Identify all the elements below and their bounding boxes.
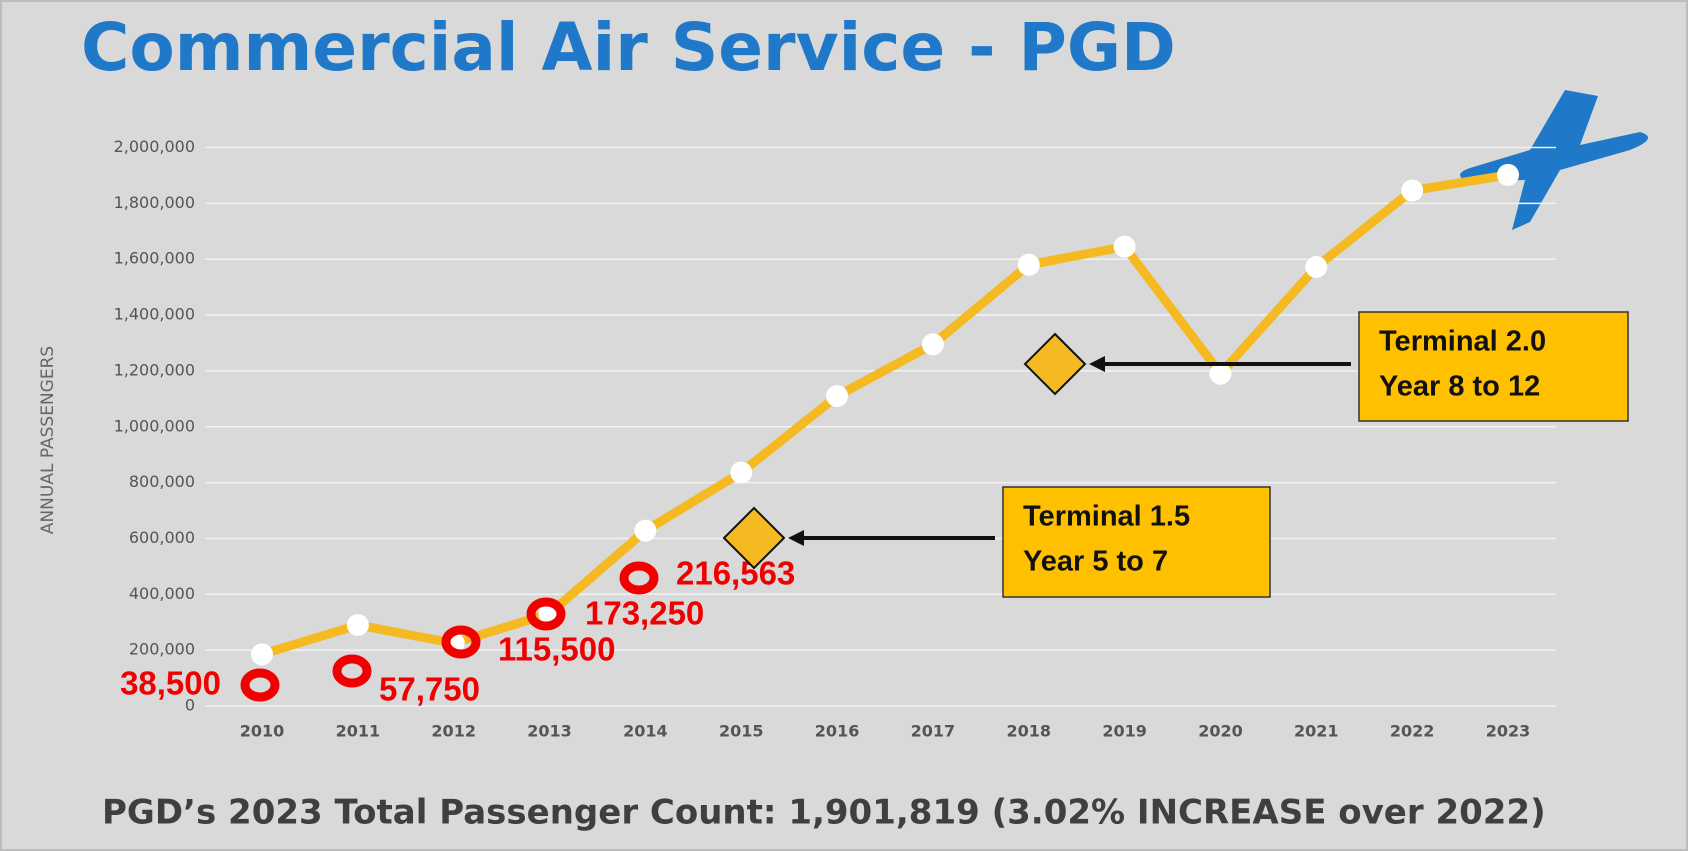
y-tick-label: 400,000 — [129, 584, 195, 603]
annotation-label: 57,750 — [379, 671, 480, 708]
annotation-marker — [332, 654, 372, 688]
arrowhead — [1089, 356, 1105, 372]
x-tick-label: 2017 — [911, 722, 956, 741]
y-tick-label: 800,000 — [129, 472, 195, 491]
plane-icon — [1460, 90, 1648, 230]
x-tick-label: 2022 — [1390, 722, 1435, 741]
annotation-marker — [619, 561, 659, 595]
terminal-label: Year 8 to 12 — [1379, 371, 1540, 403]
y-tick-label: 1,000,000 — [114, 416, 195, 435]
x-tick-label: 2019 — [1102, 722, 1147, 741]
y-axis-label: ANNUAL PASSENGERS — [38, 346, 58, 534]
terminal-box — [1358, 311, 1629, 422]
annotation-marker — [526, 597, 566, 631]
point — [1401, 179, 1424, 202]
arrowhead — [788, 530, 804, 546]
annotation-label: 216,563 — [676, 555, 795, 592]
y-tick-label: 1,200,000 — [114, 360, 195, 379]
terminal-label: Year 5 to 7 — [1023, 546, 1168, 578]
point — [634, 519, 657, 542]
y-tick-label: 2,000,000 — [114, 137, 195, 156]
point — [1017, 253, 1040, 276]
point — [730, 461, 753, 484]
y-tick-label: 200,000 — [129, 640, 195, 659]
y-tick-label: 600,000 — [129, 528, 195, 547]
annotation-label: 115,500 — [498, 631, 615, 668]
x-tick-label: 2023 — [1486, 722, 1531, 741]
y-tick-label: 1,600,000 — [114, 249, 195, 268]
point — [1497, 163, 1519, 186]
x-tick-label: 2016 — [815, 722, 860, 741]
y-tick-label: 1,400,000 — [114, 305, 195, 324]
line — [260, 170, 1509, 659]
x-tick-label: 2014 — [623, 722, 668, 741]
chart-title: Commercial Air Service - PGD — [81, 9, 1176, 86]
annotation-label: 38,500 — [120, 665, 221, 702]
x-tick-label: 2020 — [1198, 722, 1243, 741]
point — [346, 614, 369, 637]
terminal-box — [1002, 486, 1271, 598]
diamond — [722, 506, 786, 570]
point — [1209, 362, 1232, 385]
y-tick-label: 0 — [185, 696, 195, 715]
footer: PGD’s 2023 Total Passenger Count: 1,901,… — [102, 793, 1546, 833]
x-tick-label: 2010 — [240, 722, 285, 741]
annotation-marker — [441, 625, 481, 659]
x-tick-label: 2012 — [431, 722, 476, 741]
x-tick-label: 2021 — [1294, 722, 1339, 741]
annotation-marker — [240, 668, 280, 702]
point — [1113, 235, 1136, 258]
x-tick-label: 2011 — [336, 722, 381, 741]
x-tick-label: 2018 — [1007, 722, 1052, 741]
point — [1305, 256, 1328, 279]
terminal-label: Terminal 2.0 — [1379, 326, 1546, 358]
terminal-label: Terminal 1.5 — [1023, 501, 1190, 533]
x-tick-label: 2013 — [527, 722, 572, 741]
diamond — [1023, 332, 1087, 396]
point — [921, 333, 944, 356]
y-tick-label: 1,800,000 — [114, 193, 195, 212]
point — [251, 643, 273, 666]
annotation-label: 173,250 — [585, 595, 704, 632]
x-tick-label: 2015 — [719, 722, 764, 741]
point — [826, 385, 849, 408]
